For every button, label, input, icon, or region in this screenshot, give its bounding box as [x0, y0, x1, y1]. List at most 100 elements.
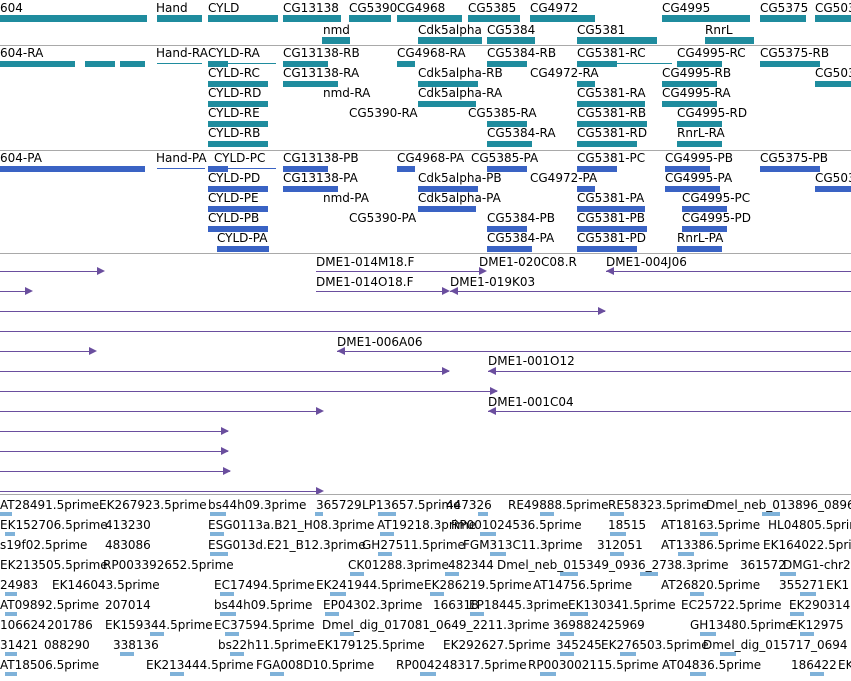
est-bar[interactable]	[610, 552, 624, 556]
est-label[interactable]: 31421	[0, 638, 39, 652]
protein-label[interactable]: CG5390-PA	[349, 211, 417, 225]
est-label[interactable]: AT14756.5prime	[533, 578, 633, 592]
transcript-bar[interactable]	[208, 121, 268, 127]
transcript-bar[interactable]	[662, 81, 717, 87]
est-label[interactable]: EK152706.5prime	[0, 518, 108, 532]
protein-label[interactable]: RnrL-PA	[677, 231, 724, 245]
gene-bar[interactable]	[157, 15, 202, 22]
protein-bar[interactable]	[217, 246, 269, 252]
transcript-label[interactable]: CG4972-RA	[530, 66, 599, 80]
est-bar[interactable]	[380, 532, 394, 536]
clone-label[interactable]: DME1-014O18.F	[316, 275, 414, 289]
est-bar[interactable]	[790, 612, 804, 616]
protein-bar[interactable]	[577, 206, 645, 212]
protein-label[interactable]: CYLD-PD	[208, 171, 261, 185]
est-label[interactable]: 355271	[779, 578, 825, 592]
transcript-bar[interactable]	[577, 61, 617, 67]
transcript-bar[interactable]	[677, 121, 722, 127]
est-label[interactable]: 088290	[44, 638, 90, 652]
gene-label[interactable]: 604	[0, 1, 23, 15]
est-label[interactable]: 369882	[553, 618, 599, 632]
protein-label[interactable]: nmd-PA	[323, 191, 369, 205]
transcript-label[interactable]: CYLD-RD	[208, 86, 262, 100]
protein-label[interactable]: CG5381-PC	[577, 151, 646, 165]
est-label[interactable]: AT19218.3prime	[377, 518, 477, 532]
gene-bar[interactable]	[815, 15, 851, 22]
est-label[interactable]: DMG1-chr2l	[783, 558, 851, 572]
clone-line[interactable]	[0, 451, 228, 452]
est-bar[interactable]	[540, 672, 556, 676]
protein-label[interactable]: CG4995-PD	[682, 211, 752, 225]
transcript-bar[interactable]	[0, 61, 75, 67]
est-bar[interactable]	[780, 572, 796, 576]
est-label[interactable]: AT18506.5prime	[0, 658, 100, 672]
protein-label[interactable]: CG503	[815, 171, 851, 185]
protein-bar[interactable]	[487, 226, 527, 232]
transcript-label[interactable]: RnrL-RA	[677, 126, 725, 140]
est-bar[interactable]	[5, 672, 17, 676]
transcript-label[interactable]: CG13138-RB	[283, 46, 360, 60]
clone-line[interactable]	[0, 291, 30, 292]
transcript-bar[interactable]	[85, 61, 115, 67]
est-label[interactable]: CK01288.3prime	[348, 558, 449, 572]
clone-line[interactable]	[316, 271, 481, 272]
est-bar[interactable]	[700, 632, 716, 636]
clone-line[interactable]	[0, 311, 605, 312]
protein-bar[interactable]	[283, 166, 328, 172]
est-bar[interactable]	[800, 632, 814, 636]
transcript-bar[interactable]	[677, 141, 722, 147]
gene-bar[interactable]	[397, 15, 462, 22]
est-label[interactable]: EK164022.5prime	[763, 538, 851, 552]
est-label[interactable]: 312051	[597, 538, 643, 552]
gene-bar[interactable]	[530, 15, 595, 22]
est-bar[interactable]	[340, 632, 354, 636]
protein-bar[interactable]	[815, 186, 851, 192]
protein-label[interactable]: CG5381-PB	[577, 211, 646, 225]
clone-label[interactable]: DME1-006A06	[337, 335, 423, 349]
est-label[interactable]: EK12975	[790, 618, 844, 632]
protein-bar[interactable]	[677, 246, 722, 252]
clone-line[interactable]	[0, 431, 228, 432]
gene-label[interactable]: CG4968	[397, 1, 446, 15]
est-label[interactable]: RE49888.5prime	[508, 498, 609, 512]
clone-label[interactable]: DME1-001C04	[488, 395, 574, 409]
est-bar[interactable]	[378, 512, 396, 516]
est-bar[interactable]	[560, 652, 574, 656]
protein-bar[interactable]	[208, 186, 268, 192]
transcript-bar[interactable]	[815, 81, 851, 87]
est-label[interactable]: bs44h09.3prime	[208, 498, 307, 512]
est-label[interactable]: EK130341.5prime	[568, 598, 676, 612]
gene-bar[interactable]	[468, 15, 520, 22]
clone-line[interactable]	[0, 331, 851, 332]
transcript-label[interactable]: Hand-RA	[156, 46, 208, 60]
clone-label[interactable]: DME1-001O12	[488, 354, 575, 368]
est-label[interactable]: RP004248317.5prime	[396, 658, 527, 672]
gene-label[interactable]: CG5384	[487, 23, 536, 37]
est-bar[interactable]	[762, 512, 780, 516]
gene-label[interactable]: CG5375	[760, 1, 809, 15]
transcript-bar[interactable]	[487, 61, 527, 67]
transcript-bar[interactable]	[208, 101, 268, 107]
est-label[interactable]: 18515	[608, 518, 647, 532]
transcript-bar[interactable]	[208, 61, 228, 67]
protein-bar[interactable]	[682, 226, 727, 232]
protein-label[interactable]: CG4995-PB	[665, 151, 734, 165]
est-bar[interactable]	[560, 572, 578, 576]
est-label[interactable]: Dmel_neb_015349_0936_2738.3prime	[497, 558, 729, 572]
protein-label[interactable]: Cdk5alpha-PA	[418, 191, 501, 205]
clone-line[interactable]	[0, 391, 497, 392]
est-label[interactable]: 166318	[433, 598, 479, 612]
est-label[interactable]: 413230	[105, 518, 151, 532]
est-label[interactable]: 186422	[791, 658, 837, 672]
est-label[interactable]: LP13657.5prime	[362, 498, 461, 512]
est-bar[interactable]	[225, 632, 239, 636]
est-label[interactable]: EK1	[826, 578, 850, 592]
transcript-bar[interactable]	[577, 121, 647, 127]
gene-bar[interactable]	[322, 37, 350, 44]
protein-label[interactable]: CYLD-PC	[214, 151, 266, 165]
est-label[interactable]: AT13386.5prime	[661, 538, 761, 552]
protein-bar[interactable]	[682, 206, 727, 212]
est-bar[interactable]	[350, 572, 364, 576]
transcript-label[interactable]: CYLD-RA	[208, 46, 260, 60]
transcript-bar[interactable]	[208, 141, 268, 147]
